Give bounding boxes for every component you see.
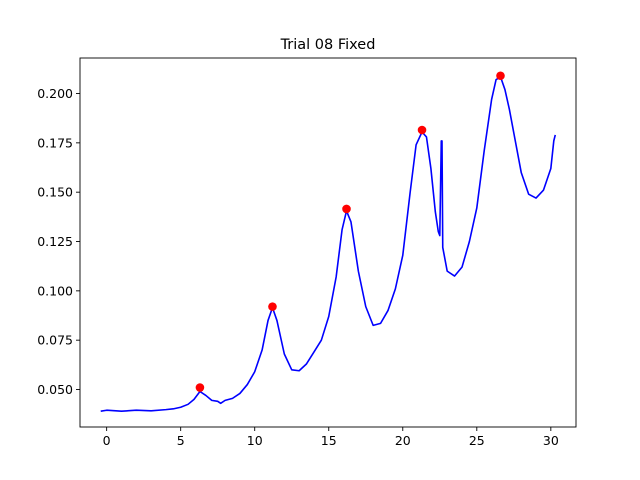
y-tick-label: 0.100 <box>37 283 73 298</box>
x-tick-label: 20 <box>395 433 411 448</box>
y-tick-label: 0.125 <box>37 234 73 249</box>
x-axis: 0 5 10 15 20 25 30 <box>103 427 559 448</box>
peak-marker <box>496 71 505 81</box>
y-tick-label: 0.175 <box>37 135 73 150</box>
y-tick-label: 0.150 <box>37 185 73 200</box>
chart-title: Trial 08 Fixed <box>280 37 376 53</box>
x-tick-label: 30 <box>543 433 559 448</box>
x-tick-label: 0 <box>103 433 111 448</box>
peak-marker <box>417 125 427 135</box>
x-tick-label: 25 <box>469 433 485 448</box>
y-tick-label: 0.050 <box>37 382 73 397</box>
y-tick-label: 0.075 <box>37 333 73 348</box>
x-tick-label: 10 <box>247 433 263 448</box>
y-axis: 0.050 0.075 0.100 0.125 0.150 0.175 0.200 <box>37 86 80 397</box>
x-tick-label: 5 <box>177 433 185 448</box>
peak-marker <box>195 383 205 392</box>
y-tick-label: 0.200 <box>37 86 73 101</box>
peak-marker <box>342 204 351 214</box>
marker-layer <box>195 71 505 392</box>
x-tick-label: 15 <box>321 433 337 448</box>
axes-frame <box>79 57 577 428</box>
series-layer <box>100 75 557 413</box>
series-line-0 <box>100 75 557 413</box>
peak-marker <box>268 302 277 311</box>
